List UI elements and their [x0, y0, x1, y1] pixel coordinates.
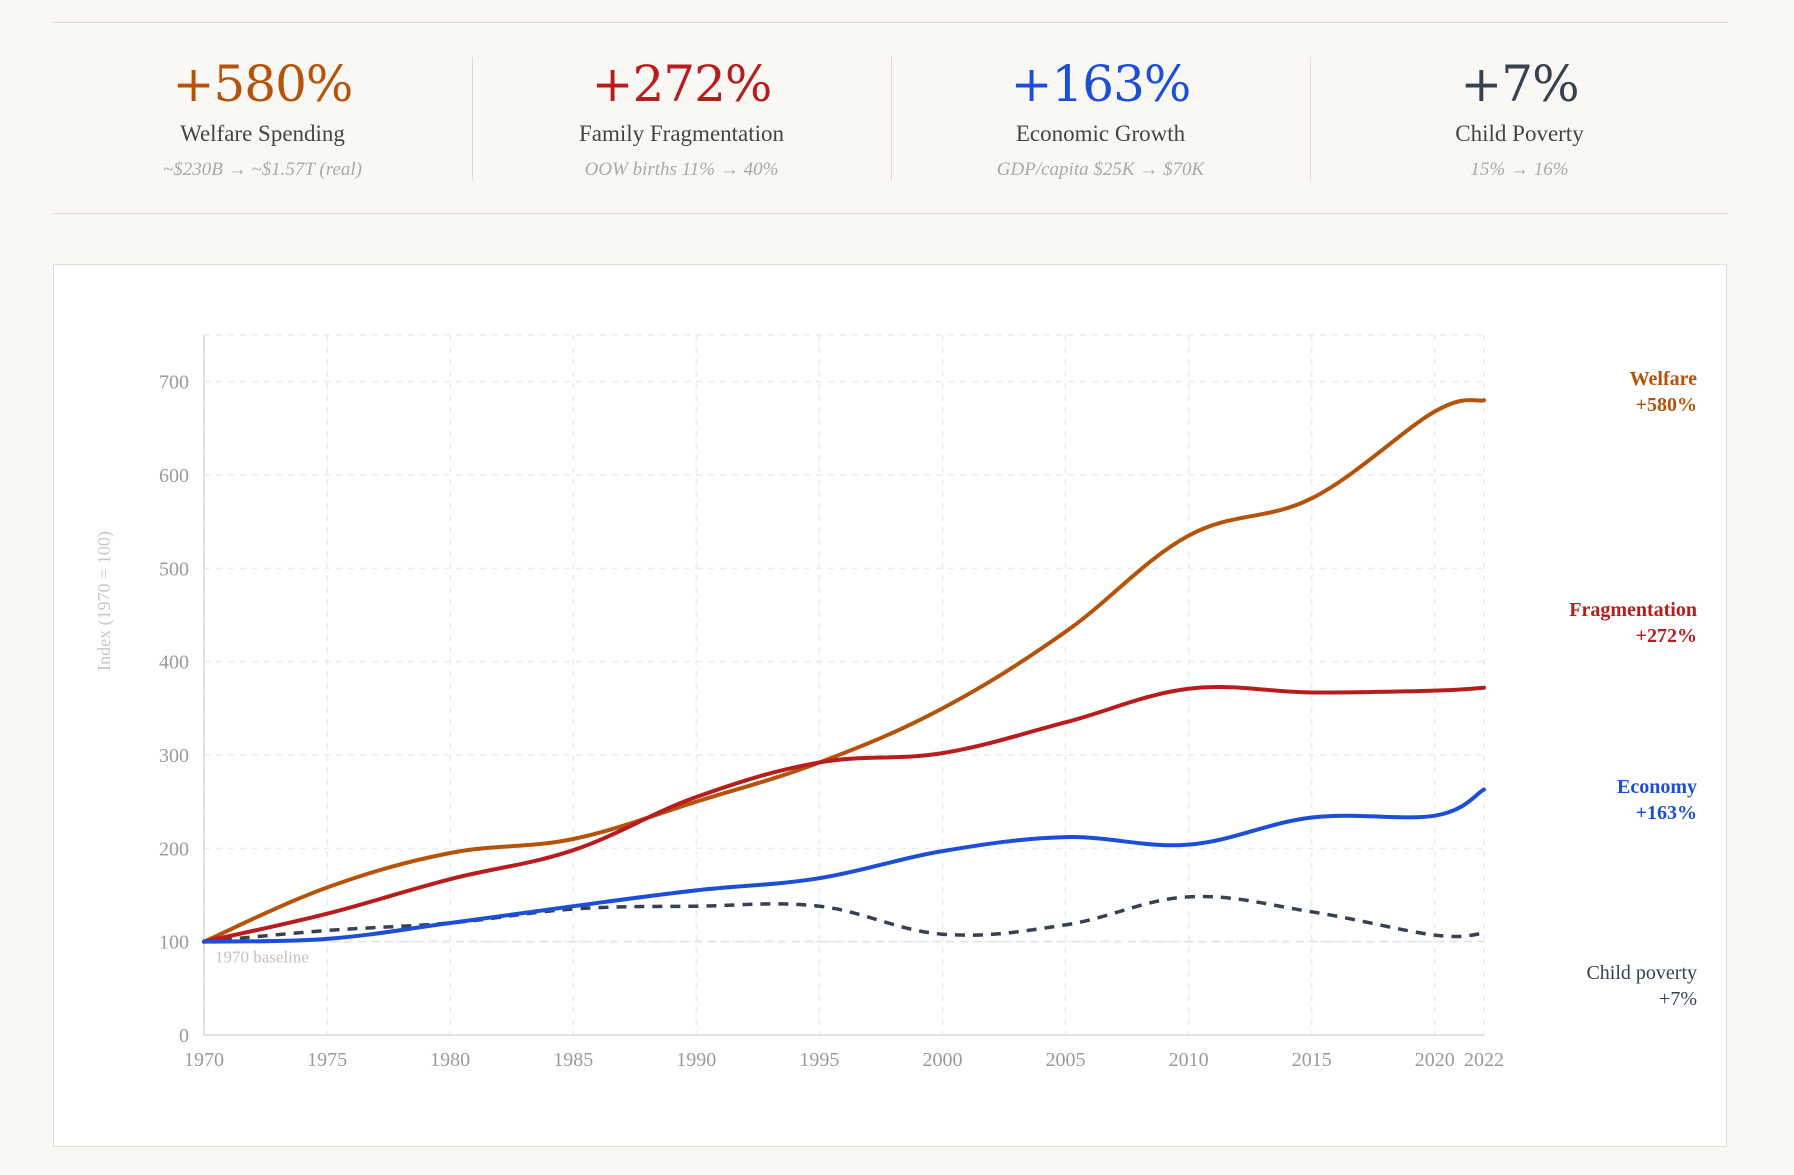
stat-welfare-spending: +580% Welfare Spending ~$230B → ~$1.57T …	[53, 57, 472, 181]
end-label-name-welfare: Welfare	[1630, 368, 1698, 390]
x-tick-label: 2020	[1415, 1049, 1455, 1071]
stat-label: Child Poverty	[1455, 121, 1584, 146]
end-labels: Welfare +580% Fragmentation +272% Economy +16…	[1569, 368, 1697, 1010]
y-tick-label: 100	[159, 932, 189, 954]
stat-family-fragmentation: +272% Family Fragmentation OOW births 11…	[472, 57, 891, 181]
x-tick-label: 1975	[307, 1049, 347, 1071]
stat-note: ~$230B → ~$1.57T (real)	[163, 159, 362, 180]
x-tick-label: 1985	[553, 1049, 593, 1071]
series-line-fragmentation	[202, 685, 1486, 944]
y-tick-label: 0	[179, 1025, 189, 1047]
series-layer	[202, 398, 1486, 944]
baseline-layer: 1970 baseline	[204, 940, 1484, 967]
line-chart: 1970 baseline 1970 1975 1980 1985 1990 1995 20…	[94, 334, 1697, 1071]
stat-value: +272%	[591, 55, 773, 113]
end-label-change-fragmentation: +272%	[1636, 625, 1697, 647]
axes: 1970 1975 1980 1985 1990 1995 2000 2005 2010 2015…	[159, 335, 1504, 1071]
end-label-name-economy: Economy	[1617, 776, 1697, 798]
x-tick-label: 1970	[184, 1049, 224, 1071]
stat-note: 15% → 16%	[1470, 159, 1569, 180]
end-label-name-fragmentation: Fragmentation	[1569, 599, 1697, 621]
series-line-economy	[202, 787, 1486, 944]
stat-note: OOW births 11% → 40%	[584, 159, 779, 180]
stat-value: +7%	[1460, 55, 1579, 113]
x-tick-label: 2022	[1464, 1049, 1504, 1071]
stat-value: +163%	[1010, 55, 1192, 113]
stat-child-poverty: +7% Child Poverty 15% → 16%	[1310, 57, 1729, 181]
x-tick-label: 1980	[430, 1049, 470, 1071]
y-tick-label: 700	[159, 372, 189, 394]
y-tick-label: 300	[159, 745, 189, 767]
y-tick-label: 200	[159, 838, 189, 860]
series-line-welfare	[202, 398, 1486, 944]
y-tick-label: 500	[159, 558, 189, 580]
stats-bottom-divider	[53, 213, 1729, 214]
series-line-child-poverty	[203, 894, 1485, 944]
stats-row: +580% Welfare Spending ~$230B → ~$1.57T …	[53, 57, 1729, 181]
stat-label: Economic Growth	[1015, 121, 1186, 146]
stat-note: GDP/capita $25K → $70K	[996, 159, 1205, 180]
top-divider	[53, 22, 1729, 23]
baseline-label: 1970 baseline	[215, 948, 309, 967]
x-tick-label: 2005	[1046, 1049, 1086, 1071]
end-label-change-economy: +163%	[1636, 802, 1697, 824]
stat-label: Welfare Spending	[180, 121, 345, 146]
y-tick-label: 600	[159, 465, 189, 487]
x-tick-label: 2015	[1292, 1049, 1332, 1071]
y-tick-label: 400	[159, 652, 189, 674]
stat-label: Family Fragmentation	[578, 121, 785, 146]
stat-value: +580%	[172, 55, 354, 113]
stat-economic-growth: +163% Economic Growth GDP/capita $25K → …	[891, 57, 1310, 181]
y-axis-title: Index (1970 = 100)	[94, 531, 115, 671]
x-tick-label: 2000	[922, 1049, 962, 1071]
x-tick-label: 2010	[1169, 1049, 1209, 1071]
end-label-name-child-poverty: Child poverty	[1586, 962, 1697, 984]
end-label-change-welfare: +580%	[1636, 394, 1697, 416]
x-tick-label: 1995	[799, 1049, 839, 1071]
end-label-change-child-poverty: +7%	[1659, 988, 1697, 1010]
chart-card: 1970 baseline 1970 1975 1980 1985 1990 1995 20…	[53, 264, 1727, 1147]
x-tick-label: 1990	[676, 1049, 716, 1071]
